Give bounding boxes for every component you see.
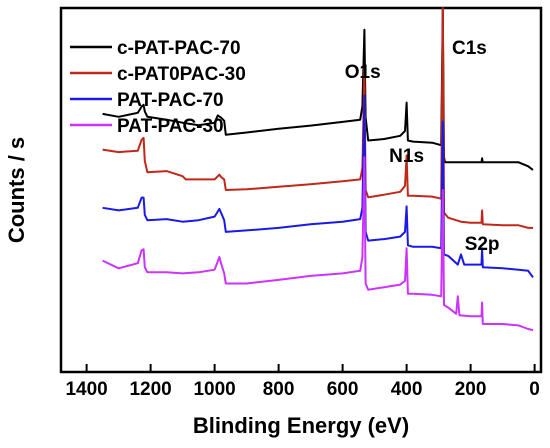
peak-annotations: O1s N1s C1s S2p bbox=[345, 38, 500, 255]
series-layer bbox=[102, 7, 534, 332]
series-line-2 bbox=[102, 7, 533, 229]
x-axis: 1400 1200 1000 800 600 400 200 0 bbox=[65, 364, 540, 400]
x-tick-label: 400 bbox=[391, 379, 423, 400]
series-line-4 bbox=[102, 156, 534, 332]
legend-label-3: PAT-PAC-70 bbox=[117, 90, 224, 111]
peak-label-s2p: S2p bbox=[465, 234, 500, 255]
legend-label-4: PAT-PAC-30 bbox=[117, 116, 224, 137]
legend: c-PAT-PAC-70 c-PAT0PAC-30 PAT-PAC-70 PAT-PA… bbox=[70, 38, 246, 137]
peak-label-c1s: C1s bbox=[452, 38, 487, 59]
x-tick-label: 1400 bbox=[65, 379, 107, 400]
legend-label-1: c-PAT-PAC-70 bbox=[117, 38, 241, 59]
x-axis-label: Blinding Energy (eV) bbox=[193, 413, 409, 438]
x-tick-label: 1200 bbox=[129, 379, 171, 400]
peak-label-n1s: N1s bbox=[389, 146, 424, 167]
peak-label-o1s: O1s bbox=[345, 62, 381, 83]
y-axis-label: Counts / s bbox=[4, 137, 29, 243]
x-tick-label: 600 bbox=[327, 379, 359, 400]
plot-frame bbox=[59, 6, 543, 374]
legend-label-2: c-PAT0PAC-30 bbox=[117, 64, 246, 85]
series-line-3 bbox=[102, 94, 534, 278]
x-tick-label: 0 bbox=[529, 379, 540, 400]
x-tick-label: 800 bbox=[263, 379, 295, 400]
x-tick-label: 1000 bbox=[193, 379, 235, 400]
x-tick-label: 200 bbox=[455, 379, 487, 400]
series-line-1 bbox=[102, 7, 534, 171]
